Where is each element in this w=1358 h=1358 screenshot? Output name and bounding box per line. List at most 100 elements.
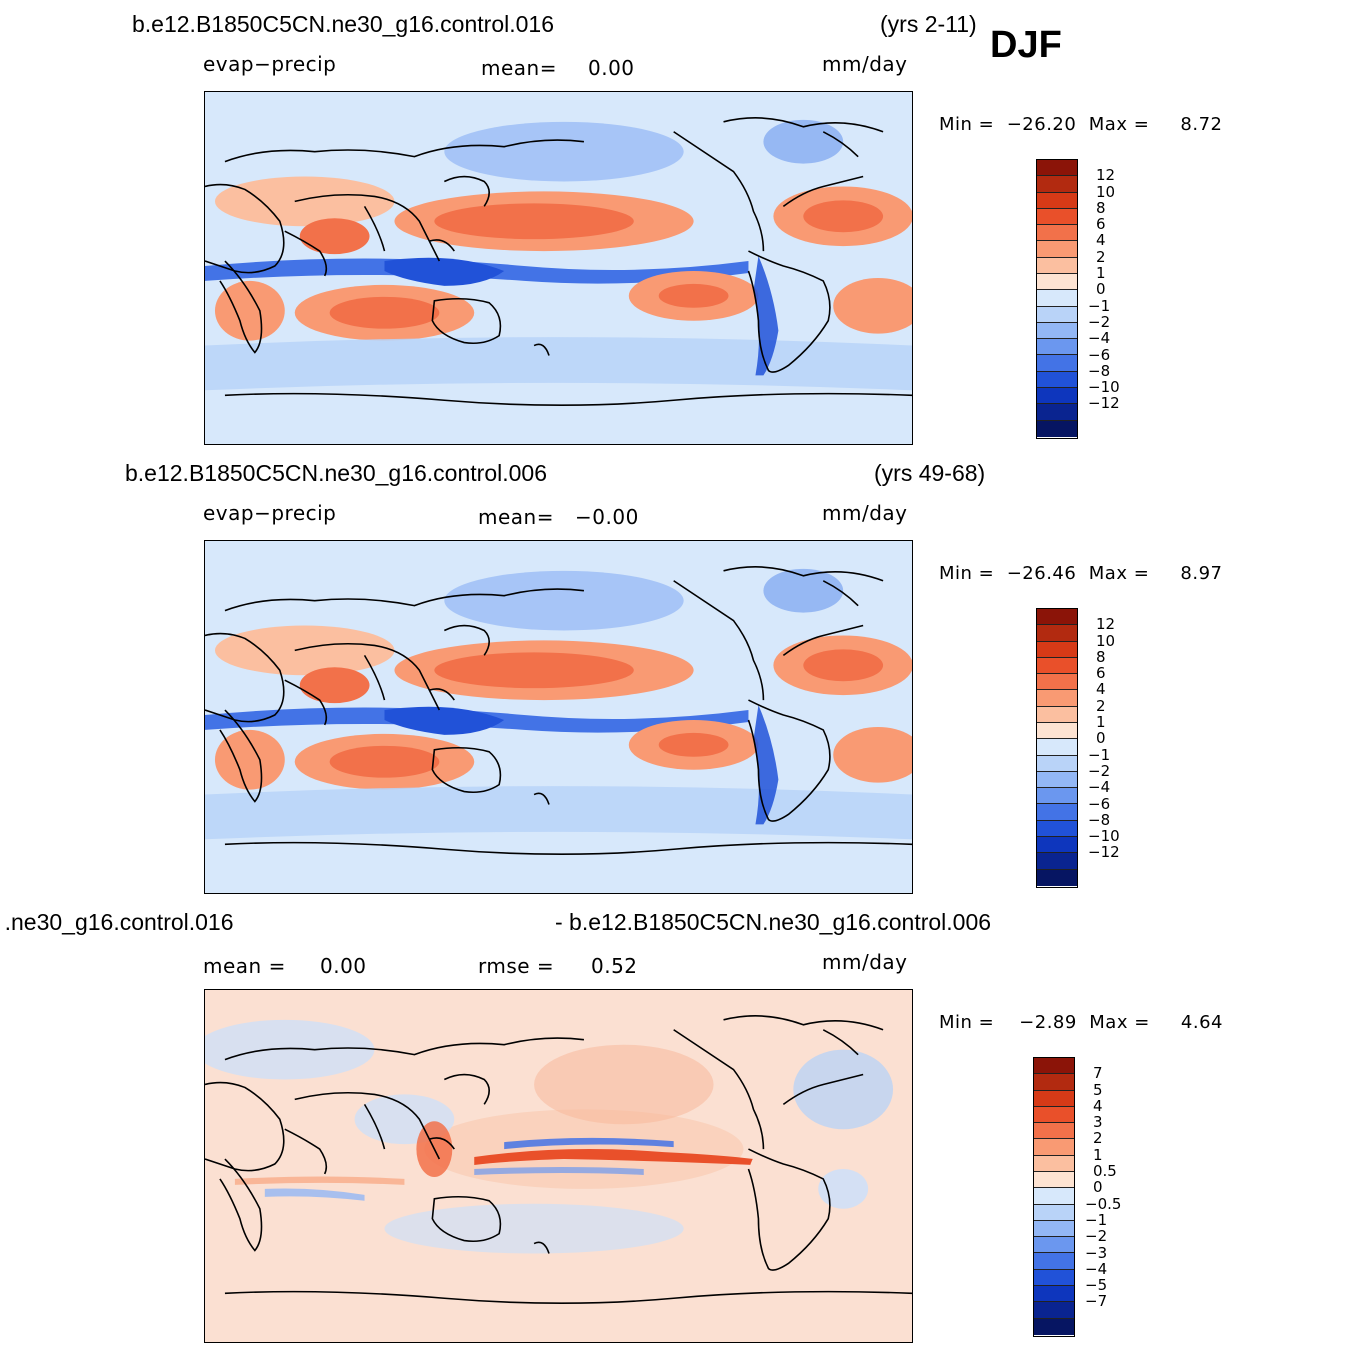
colorbar-box (1037, 322, 1077, 340)
panel2-years: (yrs 49-68) (874, 460, 986, 486)
panel2-units: mm/day (822, 501, 908, 525)
colorbar-box (1034, 1269, 1074, 1286)
colorbar-box (1037, 706, 1077, 723)
panel3-max-value: 4.64 (1180, 1012, 1223, 1033)
colorbar-level-label: 10 (1096, 631, 1116, 650)
colorbar-level-label: 1 (1093, 1145, 1103, 1164)
panel3-minmax: Min = −2.89 Max = 4.64 (939, 1012, 1223, 1033)
colorbar-box (1037, 306, 1077, 323)
colorbar-box (1037, 273, 1077, 291)
colorbar-level-label: 12 (1096, 166, 1116, 185)
panel1-map-svg (205, 92, 912, 444)
colorbar-level-label: 0 (1096, 280, 1106, 299)
colorbar-box (1037, 371, 1077, 388)
colorbar-level-label: 0.5 (1093, 1162, 1117, 1181)
panel1-variable: evap−precip (203, 52, 337, 76)
colorbar-box (1037, 820, 1077, 837)
panel3-mean-label: mean = (203, 954, 286, 978)
colorbar-level-label: −1 (1088, 296, 1111, 315)
season-label: DJF (990, 24, 1062, 66)
panel2-max-value: 8.97 (1180, 563, 1223, 584)
colorbar-box (1037, 771, 1077, 789)
colorbar-box (1037, 755, 1077, 772)
colorbar-box (1034, 1237, 1074, 1254)
panel2-minmax: Min = −26.46 Max = 8.97 (939, 563, 1223, 584)
colorbar-box (1037, 160, 1077, 177)
colorbar-level-label: −1 (1088, 745, 1111, 764)
panel1-colorbar (1036, 159, 1078, 439)
colorbar-level-label: 8 (1096, 198, 1106, 217)
colorbar-level-label: 2 (1096, 696, 1106, 715)
colorbar-box (1037, 674, 1077, 691)
colorbar-level-label: 1 (1096, 264, 1106, 283)
colorbar-level-label: −3 (1085, 1243, 1108, 1262)
colorbar-level-label: 4 (1093, 1096, 1103, 1115)
colorbar-level-label: −10 (1088, 378, 1120, 397)
panel1-mean-label: mean= (481, 56, 557, 80)
colorbar-box (1037, 609, 1077, 626)
panel3-units: mm/day (822, 950, 908, 974)
colorbar-box (1037, 853, 1077, 870)
panel2-variable: evap−precip (203, 501, 337, 525)
colorbar-box (1034, 1139, 1074, 1156)
colorbar-box (1037, 836, 1077, 854)
colorbar-level-label: 0 (1093, 1178, 1103, 1197)
colorbar-box (1037, 208, 1077, 226)
panel3-colorbar (1033, 1057, 1075, 1337)
panel3-case-title-left: .ne30_g16.control.016 (0, 909, 234, 935)
panel3-max-label: Max (1089, 1012, 1128, 1033)
colorbar-level-label: 10 (1096, 182, 1116, 201)
colorbar-box (1034, 1123, 1074, 1140)
panel1-case-title: b.e12.B1850C5CN.ne30_g16.control.016 (132, 11, 554, 37)
colorbar-box (1037, 257, 1077, 274)
panel1-years: (yrs 2-11) (880, 11, 977, 37)
colorbar-level-label: 12 (1096, 615, 1116, 634)
colorbar-box (1037, 641, 1077, 658)
colorbar-level-label: −12 (1088, 394, 1120, 413)
colorbar-box (1034, 1106, 1074, 1124)
colorbar-level-label: 4 (1096, 680, 1106, 699)
panel1-units: mm/day (822, 52, 908, 76)
panel1-minmax: Min = −26.20 Max = 8.72 (939, 114, 1223, 135)
panel2-map (204, 540, 913, 894)
colorbar-box (1034, 1204, 1074, 1221)
panel2-map-svg (205, 541, 912, 893)
colorbar-level-label: −4 (1088, 778, 1111, 797)
colorbar-box (1037, 225, 1077, 242)
panel2-min-label: Min (939, 563, 973, 584)
colorbar-box (1037, 339, 1077, 356)
colorbar-box (1037, 739, 1077, 756)
colorbar-level-label: 5 (1093, 1080, 1103, 1099)
panel3-min-label: Min (939, 1012, 973, 1033)
colorbar-level-label: −2 (1085, 1227, 1108, 1246)
colorbar-box (1037, 176, 1077, 193)
colorbar-level-label: −2 (1088, 312, 1111, 331)
colorbar-level-label: −6 (1088, 345, 1111, 364)
colorbar-box (1037, 355, 1077, 372)
colorbar-level-label: −4 (1085, 1259, 1108, 1278)
colorbar-level-label: −0.5 (1085, 1194, 1122, 1213)
colorbar-level-label: −7 (1085, 1292, 1108, 1311)
panel1-max-value: 8.72 (1180, 114, 1223, 135)
panel1-mean-value: 0.00 (588, 56, 635, 80)
colorbar-level-label: 6 (1096, 664, 1106, 683)
colorbar-level-label: 6 (1096, 215, 1106, 234)
panel1-min-value: −26.20 (1006, 114, 1077, 135)
colorbar-box (1037, 788, 1077, 805)
panel3-mean-value: 0.00 (320, 954, 367, 978)
colorbar-level-label: 3 (1093, 1113, 1103, 1132)
colorbar-level-label: −6 (1088, 794, 1111, 813)
panel2-mean-value: −0.00 (575, 505, 639, 529)
colorbar-box (1034, 1171, 1074, 1189)
colorbar-box (1037, 690, 1077, 707)
colorbar-level-label: −8 (1088, 810, 1111, 829)
colorbar-level-label: −4 (1088, 329, 1111, 348)
colorbar-level-label: 0 (1096, 729, 1106, 748)
colorbar-box (1037, 625, 1077, 642)
colorbar-box (1037, 804, 1077, 821)
colorbar-box (1037, 241, 1077, 258)
panel3-min-value: −2.89 (1019, 1012, 1077, 1033)
colorbar-box (1034, 1074, 1074, 1091)
colorbar-level-label: −2 (1088, 761, 1111, 780)
colorbar-level-label: −8 (1088, 361, 1111, 380)
